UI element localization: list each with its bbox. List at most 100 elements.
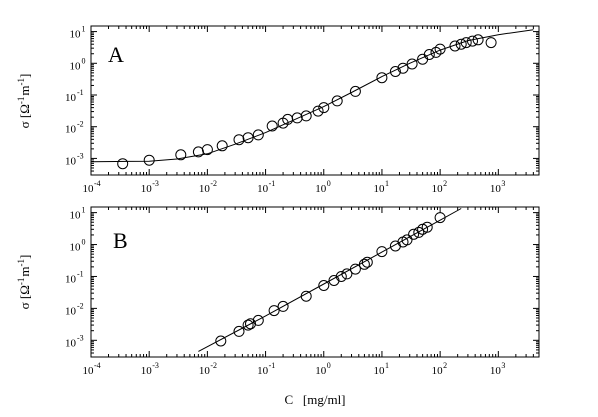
b-data-point <box>233 325 245 337</box>
b-x-tick-exponent: -2 <box>210 361 217 370</box>
a-data-point <box>117 158 129 170</box>
b-y-tick-label: 10 <box>65 273 77 285</box>
b-data-point <box>389 240 401 252</box>
panel-a-chart: 10 -4 10 -3 10 -2 10 -1 10 0 10 1 10 2 10 3 10 -310 -210-… <box>16 25 540 195</box>
b-x-tick-label: 10 <box>315 365 327 377</box>
b-y-tick-label: 10 <box>70 210 82 222</box>
b-data-point <box>421 221 433 233</box>
b-data-point <box>376 246 388 258</box>
a-data-point <box>349 85 361 97</box>
b-data-point <box>349 263 361 275</box>
panel-b-x-axis-title: C [mg/ml] <box>284 392 345 407</box>
b-x-tick-exponent: 1 <box>385 361 389 370</box>
panel-b-fit-line <box>198 208 462 352</box>
b-x-tick-exponent: 3 <box>501 361 505 370</box>
a-data-point <box>460 37 472 49</box>
b-x-tick-label: 10 <box>83 365 95 377</box>
panel-a-ticks <box>90 26 540 176</box>
a-y-tick-exponent: -3 <box>77 151 84 160</box>
a-x-tick-exponent: 1 <box>385 179 389 188</box>
panel-a-y-axis-unit-close: ] <box>17 74 32 78</box>
a-y-tick-exponent: -1 <box>77 88 84 97</box>
b-data-point <box>434 212 446 224</box>
a-data-point <box>406 58 418 70</box>
panel-b-points <box>215 212 446 347</box>
panel-a-y-axis-symbol: σ <box>17 121 32 128</box>
b-data-point <box>361 256 373 268</box>
b-y-tick-exponent: -2 <box>77 301 84 310</box>
b-y-tick-exponent: -3 <box>77 333 84 342</box>
panel-b-y-axis-unit-mid: m <box>17 266 32 276</box>
b-data-point <box>277 300 289 312</box>
panel-a-fit-line <box>91 29 534 163</box>
a-x-tick-exponent: -1 <box>269 179 276 188</box>
a-x-tick-label: 10 <box>490 183 502 195</box>
b-x-tick-exponent: -1 <box>269 361 276 370</box>
panel-b-label: B <box>113 228 128 253</box>
a-x-tick-label: 10 <box>199 183 211 195</box>
a-data-point <box>376 72 388 84</box>
b-x-tick-label: 10 <box>199 365 211 377</box>
a-x-tick-exponent: 2 <box>443 179 447 188</box>
b-x-tick-label: 10 <box>257 365 269 377</box>
b-data-point <box>215 335 227 347</box>
b-data-point <box>252 314 264 326</box>
b-data-point <box>300 290 312 302</box>
a-data-point <box>423 49 435 60</box>
panel-a-x-tick-labels: 10 -4 10 -3 10 -2 10 -1 10 0 10 1 10 2 10 3 <box>83 179 506 195</box>
b-y-tick-label: 10 <box>65 337 77 349</box>
b-x-tick-exponent: 2 <box>443 361 447 370</box>
a-data-point <box>252 129 264 141</box>
panel-a-points <box>117 34 497 170</box>
b-x-tick-exponent: -4 <box>94 361 101 370</box>
b-data-point <box>245 318 256 330</box>
b-x-tick-label: 10 <box>432 365 444 377</box>
panel-b-y-axis-unit-sup1: -1 <box>16 278 26 286</box>
panel-b-y-axis-unit-close: ] <box>17 255 32 259</box>
b-y-tick-exponent: -1 <box>77 269 84 278</box>
panel-b-y-axis-unit-open: [Ω <box>17 285 32 299</box>
a-data-point <box>449 40 461 52</box>
b-y-tick-exponent: 0 <box>82 238 86 247</box>
a-y-tick-label: 10 <box>70 60 82 72</box>
b-data-point <box>335 271 347 282</box>
b-x-tick-label: 10 <box>490 365 502 377</box>
panel-b-ticks <box>90 207 540 358</box>
a-y-tick-label: 10 <box>65 124 77 136</box>
panel-a-label: A <box>108 42 124 67</box>
a-data-point <box>291 112 303 124</box>
b-y-tick-label: 10 <box>65 305 77 317</box>
a-data-point <box>318 102 330 114</box>
b-x-tick-exponent: 0 <box>327 361 331 370</box>
b-data-point <box>401 234 413 246</box>
b-data-point <box>341 268 353 280</box>
a-data-point <box>485 37 497 49</box>
a-data-point <box>455 38 467 50</box>
a-y-tick-label: 10 <box>65 92 77 104</box>
panel-a-y-axis-unit-open: [Ω <box>17 104 32 118</box>
panel-a-y-axis-unit-mid: m <box>17 85 32 95</box>
panel-b-y-axis-title: σ [Ω-1m-1] <box>16 255 32 310</box>
b-data-point <box>358 258 370 270</box>
a-x-tick-exponent: 3 <box>501 179 505 188</box>
a-data-point <box>201 144 213 156</box>
a-y-tick-exponent: 0 <box>82 56 86 65</box>
b-y-tick-label: 10 <box>70 242 82 254</box>
a-x-tick-label: 10 <box>432 183 444 195</box>
b-data-point <box>268 305 280 317</box>
a-x-tick-label: 10 <box>373 183 385 195</box>
b-data-point <box>408 228 420 240</box>
a-y-tick-label: 10 <box>65 155 77 167</box>
a-data-point <box>175 149 187 161</box>
b-data-point <box>318 280 330 291</box>
b-x-tick-label: 10 <box>141 365 153 377</box>
a-x-tick-exponent: -3 <box>152 179 159 188</box>
a-data-point <box>143 154 155 166</box>
a-y-tick-exponent: 1 <box>82 25 86 34</box>
a-data-point <box>389 66 401 77</box>
a-data-point <box>430 46 442 58</box>
b-x-tick-exponent: -3 <box>152 361 159 370</box>
